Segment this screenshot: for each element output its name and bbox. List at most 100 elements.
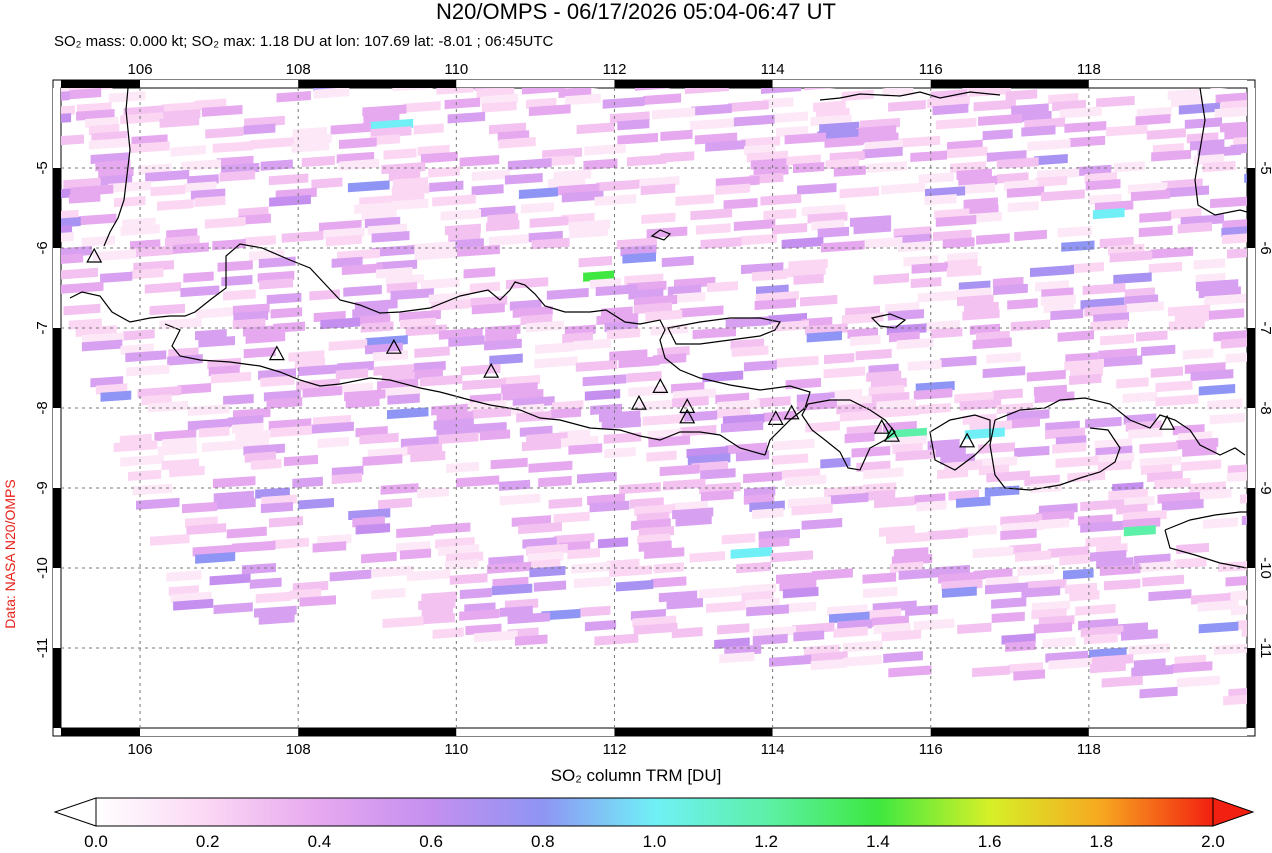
so2-pixel bbox=[640, 183, 676, 196]
so2-pixel bbox=[491, 583, 533, 596]
so2-pixel bbox=[695, 223, 731, 235]
so2-pixel bbox=[541, 608, 581, 621]
so2-pixel bbox=[1180, 214, 1224, 227]
so2-pixel bbox=[194, 195, 226, 208]
so2-pixel bbox=[1013, 669, 1045, 681]
so2-pixel bbox=[63, 303, 101, 316]
lat-tick-label-left: -9 bbox=[34, 481, 51, 494]
colorbar-max-extension bbox=[1212, 797, 1255, 827]
so2-pixel bbox=[601, 417, 641, 430]
so2-pixel bbox=[382, 616, 424, 629]
so2-pixel bbox=[679, 305, 724, 318]
lat-tick-label-right: -9 bbox=[1257, 481, 1272, 494]
so2-pixel bbox=[907, 359, 942, 372]
so2-pixel bbox=[130, 245, 173, 258]
so2-pixel bbox=[905, 604, 938, 617]
so2-pixel bbox=[459, 22, 499, 34]
so2-pixel bbox=[486, 220, 520, 232]
so2-pixel bbox=[1141, 344, 1176, 357]
so2-pixel bbox=[1014, 229, 1047, 242]
so2-pixel bbox=[627, 50, 667, 62]
so2-pixel bbox=[771, 320, 809, 332]
so2-pixel bbox=[740, 233, 777, 246]
lat-tick-label-right: -11 bbox=[1257, 638, 1272, 659]
java-south-coast bbox=[164, 323, 766, 456]
so2-pixel bbox=[298, 497, 335, 510]
so2-pixel bbox=[1202, 160, 1236, 173]
so2-pixel bbox=[447, 7, 485, 19]
so2-pixel bbox=[1227, 589, 1247, 601]
so2-pixel bbox=[575, 359, 618, 372]
so2-pixel bbox=[170, 145, 207, 157]
so2-pixel bbox=[1050, 308, 1084, 321]
so2-pixel bbox=[752, 507, 784, 520]
frame-bar-top bbox=[140, 80, 299, 88]
so2-pixel bbox=[1184, 117, 1223, 129]
so2-pixel bbox=[417, 487, 449, 499]
so2-pixel bbox=[771, 453, 809, 466]
so2-pixel bbox=[700, 468, 736, 480]
so2-pixel bbox=[490, 457, 528, 470]
so2-pixel bbox=[1260, 103, 1272, 115]
so2-pixel bbox=[717, 623, 750, 635]
so2-pixel bbox=[249, 577, 282, 589]
so2-pixel bbox=[1204, 293, 1246, 306]
so2-pixel bbox=[113, 440, 158, 453]
so2-pixel bbox=[408, 11, 449, 23]
so2-pixel bbox=[252, 26, 283, 37]
so2-pixel bbox=[985, 582, 1028, 595]
so2-pixel bbox=[329, 569, 372, 582]
so2-pixel bbox=[781, 236, 824, 249]
so2-pixel bbox=[820, 240, 865, 253]
frame-bar-right bbox=[1247, 328, 1255, 408]
lon-tick-label-top: 110 bbox=[444, 61, 468, 78]
so2-pixel bbox=[1261, 453, 1272, 464]
so2-pixel bbox=[603, 432, 642, 444]
so2-pixel bbox=[700, 237, 742, 250]
so2-pixel bbox=[663, 478, 706, 491]
so2-pixel bbox=[577, 471, 617, 484]
so2-pixel bbox=[0, 30, 9, 42]
so2-pixel bbox=[622, 252, 657, 264]
so2-pixel bbox=[540, 22, 572, 33]
so2-pixel bbox=[775, 355, 819, 368]
so2-pixel bbox=[507, 47, 545, 59]
so2-pixel bbox=[1257, 424, 1272, 436]
map-title: N20/OMPS - 06/17/2026 05:04-06:47 UT bbox=[436, 0, 836, 24]
frame-bar-left bbox=[53, 488, 61, 568]
so2-pixel bbox=[420, 277, 460, 290]
so2-pixel bbox=[1161, 499, 1204, 511]
so2-pixel bbox=[507, 158, 552, 171]
so2-pixel bbox=[209, 573, 251, 586]
so2-pixel bbox=[133, 260, 175, 272]
so2-pixel bbox=[198, 335, 235, 348]
so2-pixel bbox=[0, 52, 5, 63]
so2-pixel bbox=[534, 356, 578, 369]
frame-bar-bottom bbox=[456, 728, 615, 736]
so2-pixel bbox=[1033, 622, 1073, 634]
so2-pixel bbox=[399, 548, 432, 560]
frame-bar-left bbox=[53, 168, 61, 248]
so2-pixel bbox=[553, 511, 590, 524]
so2-pixel bbox=[0, 81, 26, 93]
so2-pixel bbox=[0, 73, 27, 85]
so2-pixel bbox=[964, 427, 1005, 440]
so2-pixel bbox=[1135, 114, 1171, 126]
so2-pixel bbox=[673, 47, 707, 58]
so2-pixel bbox=[1214, 106, 1247, 119]
so2-pixel bbox=[850, 334, 881, 346]
so2-pixel bbox=[387, 407, 429, 420]
so2-pixel bbox=[369, 134, 401, 146]
volcano-triangle-icon bbox=[630, 394, 647, 410]
so2-pixel bbox=[888, 100, 926, 112]
so2-pixel bbox=[169, 19, 208, 31]
so2-pixel bbox=[113, 196, 146, 208]
so2-pixel bbox=[993, 283, 1028, 296]
so2-pixel bbox=[313, 88, 350, 99]
frame-bar-bottom bbox=[298, 728, 457, 736]
so2-pixel bbox=[644, 547, 685, 560]
so2-pixel bbox=[772, 222, 808, 235]
so2-pixel bbox=[390, 288, 434, 301]
so2-pixel bbox=[615, 579, 654, 592]
so2-pixel bbox=[932, 103, 969, 116]
